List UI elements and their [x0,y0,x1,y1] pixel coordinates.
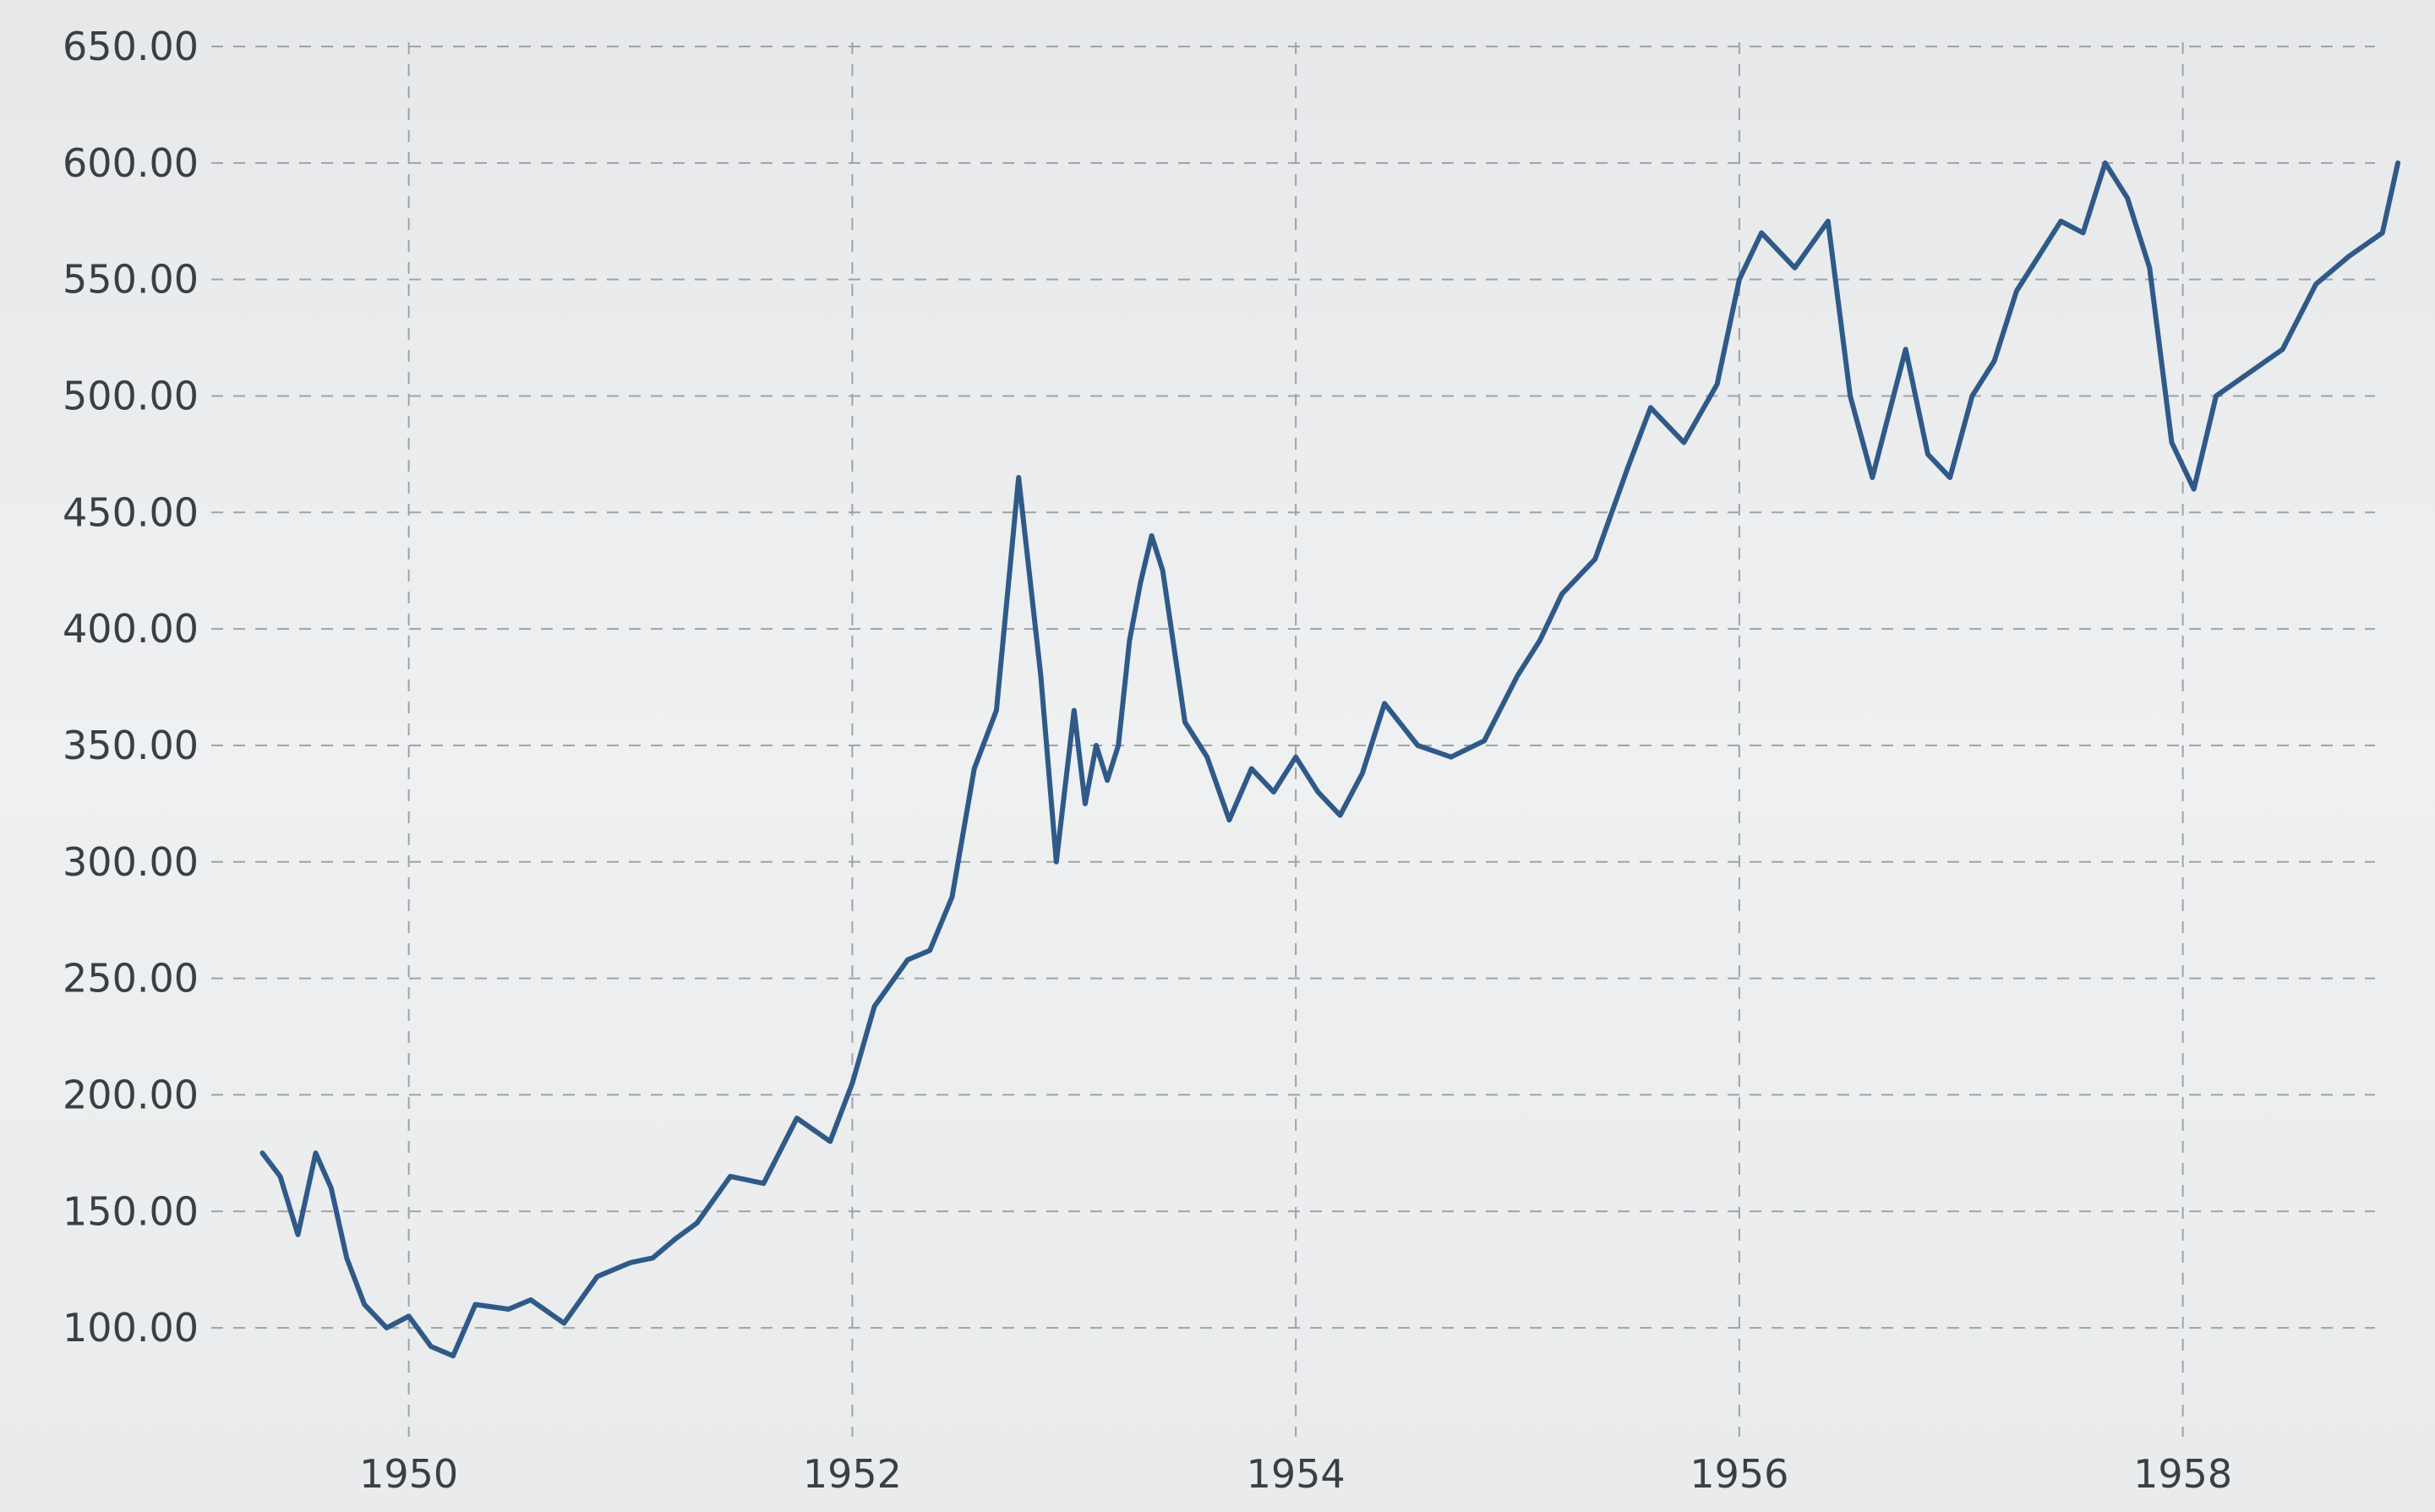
x-tick-label: 1954 [1247,1451,1346,1497]
y-tick-label: 250.00 [63,956,199,1002]
y-grid [211,46,2375,1329]
y-tick-label: 400.00 [63,606,199,652]
y-tick-label: 550.00 [63,257,199,303]
y-tick-label: 450.00 [63,489,199,535]
y-tick-label: 350.00 [63,723,199,768]
plot-area [259,160,2401,1359]
x-tick-label: 1958 [2133,1451,2232,1497]
y-tick-label: 650.00 [63,24,199,69]
x-tick-label: 1956 [1690,1451,1788,1497]
y-tick-label: 150.00 [63,1188,199,1234]
y-tick-label: 500.00 [63,373,199,418]
y-tick-label: 100.00 [63,1305,199,1351]
y-tick-label: 200.00 [63,1072,199,1117]
y-tick-label: 600.00 [63,140,199,186]
x-tick-label: 1950 [359,1451,458,1497]
x-axis: 1950 1952 1954 1956 1958 [359,1451,2232,1497]
series-line [259,160,2401,1359]
y-axis: 100.00 150.00 200.00 250.00 300.00 350.00 400.… [63,24,199,1351]
x-tick-label: 1952 [803,1451,902,1497]
y-tick-label: 300.00 [63,839,199,885]
x-grid [407,42,2184,1437]
